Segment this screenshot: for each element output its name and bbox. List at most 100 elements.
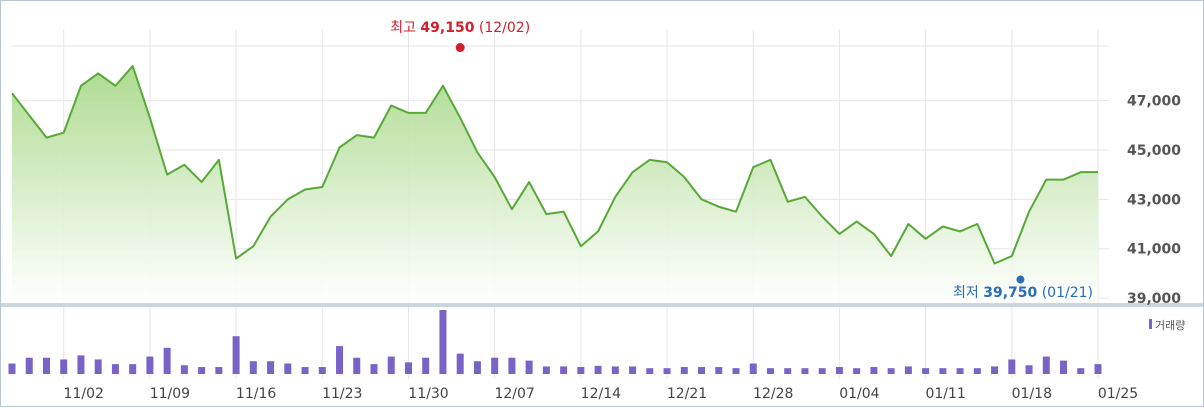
volume-bar <box>8 363 16 374</box>
volume-bar <box>180 365 188 374</box>
volume-bar <box>525 360 533 374</box>
low-prefix: 최저 <box>953 285 979 301</box>
x-tick-label: 12/14 <box>581 386 621 402</box>
price-fill <box>12 66 1098 303</box>
high-label: 최고 49,150 (12/02) <box>390 20 530 36</box>
x-tick-label: 01/18 <box>1012 386 1052 402</box>
volume-bar <box>542 366 550 374</box>
x-tick-label: 12/07 <box>494 386 534 402</box>
x-tick-label: 01/25 <box>1098 386 1138 402</box>
volume-bar <box>146 356 154 374</box>
high-date: (12/02) <box>479 20 530 36</box>
volume-legend: 거래량 <box>1149 319 1185 332</box>
volume-bar <box>163 347 171 374</box>
volume-bar <box>698 367 706 374</box>
volume-bar <box>870 367 878 374</box>
high-prefix: 최고 <box>390 20 416 36</box>
volume-legend-label: 거래량 <box>1155 319 1185 332</box>
low-marker <box>1016 275 1025 284</box>
volume-bar <box>1077 368 1085 374</box>
y-tick-label: 39,000 <box>1127 291 1181 307</box>
volume-bar <box>456 353 464 374</box>
volume-bar <box>422 357 430 374</box>
volume-bar <box>42 357 50 374</box>
x-tick-label: 11/16 <box>236 386 276 402</box>
high-annotation: 최고 49,150 (12/02) <box>390 20 530 53</box>
volume-bar <box>835 367 843 374</box>
volume-bar <box>439 310 447 374</box>
low-value: 39,750 <box>983 285 1037 301</box>
volume-bar <box>715 367 723 374</box>
volume-bar <box>956 368 964 374</box>
x-tick-label: 12/21 <box>667 386 707 402</box>
volume-bar <box>1094 364 1102 374</box>
volume-bar <box>594 365 602 374</box>
panel-divider <box>1 303 1203 307</box>
volume-bar <box>336 346 344 374</box>
divider-band <box>1 303 1203 307</box>
volume-bars <box>8 310 1102 374</box>
volume-bar <box>353 357 361 374</box>
volume-bar <box>887 368 895 374</box>
volume-bar <box>939 368 947 374</box>
volume-bar <box>611 366 619 374</box>
volume-bar <box>973 368 981 374</box>
volume-bar <box>732 368 740 374</box>
x-axis-ticks: 11/02 11/09 11/16 11/23 11/30 12/07 12/14 12/21… <box>64 386 1139 402</box>
volume-bar <box>249 361 257 374</box>
volume-bar <box>387 356 395 374</box>
volume-bar <box>663 368 671 374</box>
volume-bar <box>25 357 33 374</box>
volume-bar <box>111 364 119 374</box>
volume-bar <box>784 368 792 374</box>
volume-bar <box>904 366 912 374</box>
volume-bar <box>77 355 85 374</box>
volume-bar <box>680 367 688 374</box>
volume-bar <box>129 364 137 374</box>
price-area <box>11 65 1098 303</box>
volume-bar <box>1060 360 1068 374</box>
volume-bar <box>301 367 309 374</box>
volume-bar <box>560 366 568 374</box>
volume-bar <box>215 367 223 374</box>
volume-bar <box>473 361 481 374</box>
price-line <box>11 65 1098 265</box>
y-tick-label: 47,000 <box>1127 94 1181 110</box>
volume-bar <box>991 366 999 374</box>
volume-bar <box>646 368 654 374</box>
x-tick-label: 01/04 <box>839 386 879 402</box>
low-annotation: 최저 39,750 (01/21) <box>953 275 1093 301</box>
x-tick-label: 11/30 <box>408 386 448 402</box>
high-value: 49,150 <box>420 20 474 36</box>
volume-bar <box>577 367 585 374</box>
volume-bar <box>267 361 275 374</box>
volume-bar <box>60 359 68 374</box>
volume-bar <box>94 359 102 374</box>
volume-bar <box>508 357 516 374</box>
volume-bar <box>853 368 861 374</box>
y-tick-label: 45,000 <box>1127 143 1181 159</box>
volume-bar <box>491 357 499 374</box>
x-tick-label: 11/09 <box>150 386 190 402</box>
volume-legend-swatch <box>1149 319 1152 329</box>
x-tick-label: 12/28 <box>753 386 793 402</box>
volume-bar <box>922 368 930 374</box>
volume-bar <box>766 368 774 374</box>
x-tick-label: 01/11 <box>925 386 965 402</box>
volume-bar <box>1025 365 1033 374</box>
low-date: (01/21) <box>1042 285 1093 301</box>
volume-bar <box>801 368 809 374</box>
volume-bar <box>284 363 292 374</box>
high-marker <box>455 43 465 53</box>
y-axis-ticks: 47,000 45,000 43,000 41,000 39,000 <box>1127 94 1181 307</box>
x-tick-label: 11/23 <box>322 386 362 402</box>
volume-bar <box>629 366 637 374</box>
volume-bar <box>818 368 826 374</box>
volume-bar <box>404 362 412 374</box>
volume-bar <box>370 364 378 374</box>
volume-bar <box>749 363 757 374</box>
low-label: 최저 39,750 (01/21) <box>953 285 1093 301</box>
volume-bar <box>318 367 326 374</box>
